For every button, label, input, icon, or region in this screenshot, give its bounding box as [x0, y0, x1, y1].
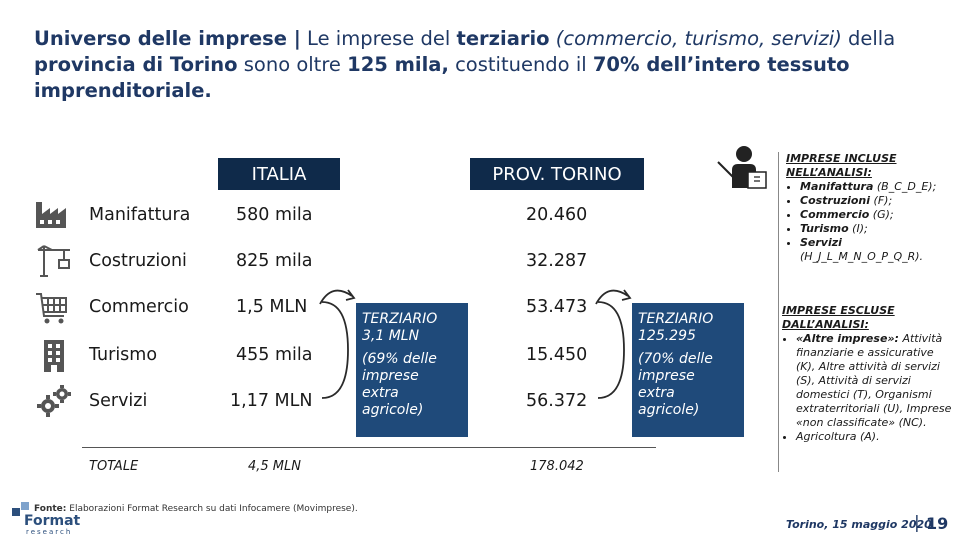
totals-divider [82, 447, 656, 448]
italia-value-turismo: 455 mila [236, 345, 313, 365]
title-text: (commercio, turismo, servizi) [549, 27, 842, 50]
terziario-torino-box: TERZIARIO 125.295 (70% delle imprese ext… [632, 303, 744, 437]
italia-value-manifattura: 580 mila [236, 205, 313, 225]
terziario-share: extra [362, 385, 399, 401]
title-text: imprenditoriale. [34, 79, 212, 102]
terziario-share: (69% delle [362, 351, 437, 367]
cart-icon [34, 290, 70, 326]
presentation-icon [714, 144, 768, 190]
included-item: Commercio (G); [800, 208, 954, 222]
terziario-value: 125.295 [638, 328, 696, 344]
row-label-costruzioni: Costruzioni [89, 251, 187, 271]
logo-text: Format [24, 513, 81, 529]
slide-title: Universo delle imprese | Le imprese del … [34, 26, 934, 104]
row-label-turismo: Turismo [89, 345, 158, 365]
italia-value-servizi: 1,17 MLN [230, 391, 313, 411]
terziario-share: imprese [638, 368, 695, 384]
excluded-item: Agricoltura (A). [796, 430, 954, 444]
italia-value-commercio: 1,5 MLN [236, 297, 308, 317]
torino-value-servizi: 56.372 [526, 391, 588, 411]
terziario-share: imprese [362, 368, 419, 384]
terziario-share: agricole) [362, 402, 424, 418]
torino-value-costruzioni: 32.287 [526, 251, 588, 271]
totale-torino: 178.042 [530, 459, 584, 474]
bracket-italia [318, 282, 364, 418]
torino-value-manifattura: 20.460 [526, 205, 588, 225]
page-separator: | [914, 513, 920, 533]
source-note: Fonte: Elaborazioni Format Research su d… [34, 504, 358, 514]
factory-icon [34, 196, 70, 230]
building-icon [42, 338, 66, 374]
logo-subtext: research [26, 528, 73, 536]
row-label-manifattura: Manifattura [89, 205, 191, 225]
included-item: Turismo (I); [800, 222, 954, 236]
terziario-value: 3,1 MLN [362, 328, 420, 344]
terziario-share: (70% delle [638, 351, 713, 367]
crane-icon [36, 242, 72, 278]
title-text: Le imprese del [300, 27, 457, 50]
page-number: 19 [926, 514, 949, 533]
included-item: Costruzioni (F); [800, 194, 954, 208]
excluded-item: «Altre imprese»: Attività finanziarie e … [796, 332, 954, 430]
title-text: sono oltre [237, 53, 348, 76]
gears-icon [36, 384, 72, 418]
totale-label: TOTALE [89, 459, 139, 474]
slide-date: Torino, 15 maggio 2020 [786, 518, 932, 531]
terziario-label: TERZIARIO [638, 311, 714, 327]
title-text: provincia di Torino [34, 53, 238, 76]
terziario-italia-box: TERZIARIO 3,1 MLN (69% delle imprese ext… [356, 303, 468, 437]
header-italia: ITALIA [218, 158, 340, 190]
title-text: 125 mila, [347, 53, 449, 76]
header-torino: PROV. TORINO [470, 158, 644, 190]
side-divider [778, 152, 779, 472]
terziario-share: agricole) [638, 402, 700, 418]
included-list: IMPRESE INCLUSE NELL’ANALISI: Manifattur… [786, 152, 954, 264]
excluded-list: IMPRESE ESCLUSE DALL’ANALISI: «Altre imp… [782, 304, 954, 444]
title-text: costituendo il [448, 53, 593, 76]
logo-mark-icon [12, 502, 32, 520]
row-label-servizi: Servizi [89, 391, 148, 411]
terziario-share: extra [638, 385, 675, 401]
title-section: Universo delle imprese | [34, 27, 301, 50]
included-item: Manifattura (B_C_D_E); [800, 180, 954, 194]
row-label-commercio: Commercio [89, 297, 189, 317]
title-text: terziario [456, 27, 550, 50]
title-text: della [841, 27, 896, 50]
source-text: Elaborazioni Format Research su dati Inf… [66, 504, 358, 514]
included-heading: IMPRESE INCLUSE NELL’ANALISI: [786, 152, 897, 179]
excluded-heading: IMPRESE ESCLUSE DALL’ANALISI: [782, 304, 895, 331]
included-item: Servizi (H_J_L_M_N_O_P_Q_R). [800, 236, 954, 264]
terziario-label: TERZIARIO [362, 311, 438, 327]
torino-value-commercio: 53.473 [526, 297, 588, 317]
bracket-torino [594, 282, 640, 418]
source-label: Fonte: [34, 504, 67, 514]
title-text: 70% dell’intero tessuto [592, 53, 850, 76]
italia-value-costruzioni: 825 mila [236, 251, 313, 271]
totale-italia: 4,5 MLN [248, 459, 301, 474]
torino-value-turismo: 15.450 [526, 345, 588, 365]
